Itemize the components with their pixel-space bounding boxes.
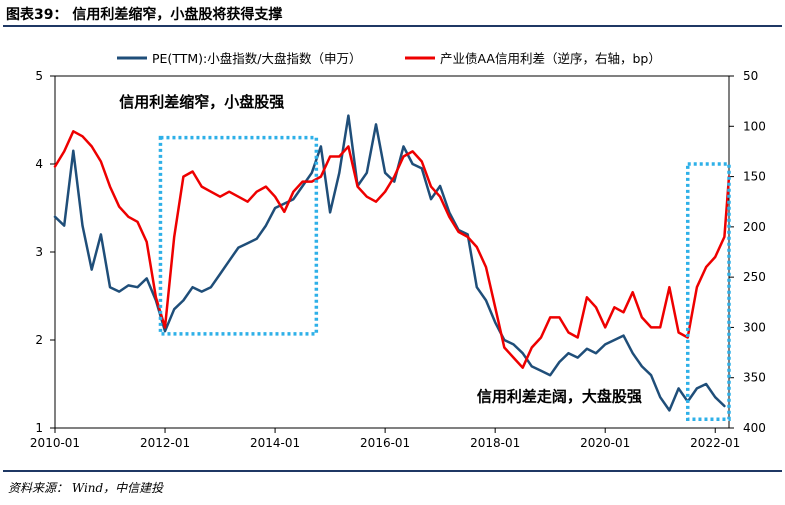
highlight-box-2 bbox=[685, 162, 731, 421]
figure-header: 图表39： 信用利差缩窄，小盘股将获得支撑 bbox=[0, 0, 785, 27]
pe-ratio-line bbox=[53, 114, 726, 412]
footer-rule bbox=[3, 470, 782, 472]
y-right-tick-label: 400 bbox=[743, 421, 766, 435]
highlight-box-1 bbox=[158, 135, 319, 336]
x-tick-label: 2018-01 bbox=[470, 436, 520, 450]
chart: 2010-01 2012-01 2014-01 2016-01 2018-01 2020-… bbox=[30, 51, 766, 450]
y-right-tick-label: 300 bbox=[743, 320, 766, 334]
y-right-tick-label: 200 bbox=[743, 220, 766, 234]
annotation-1: 信用利差缩窄，小盘股强 bbox=[119, 93, 284, 111]
y-left-tick-label: 3 bbox=[35, 245, 43, 259]
figure-title: 图表39： 信用利差缩窄，小盘股将获得支撑 bbox=[6, 7, 283, 23]
plot-frame bbox=[54, 75, 730, 429]
y-left-tick-label: 4 bbox=[35, 157, 43, 171]
y-right-tick-label: 150 bbox=[743, 170, 766, 184]
y-left-tick-label: 5 bbox=[35, 69, 43, 83]
x-tick-label: 2022-01 bbox=[690, 436, 740, 450]
y-right-tick-label: 100 bbox=[743, 119, 766, 133]
credit-spread-line bbox=[53, 130, 731, 369]
y-right-tick-label: 50 bbox=[743, 69, 758, 83]
y-right-tick-label: 250 bbox=[743, 270, 766, 284]
x-tick-label: 2012-01 bbox=[140, 436, 190, 450]
header-rule bbox=[3, 25, 782, 27]
figure-footer: 资料来源： Wind，中信建投 bbox=[0, 470, 785, 505]
x-tick-label: 2020-01 bbox=[580, 436, 630, 450]
y-left-tick-label: 1 bbox=[35, 421, 43, 435]
y-right-tick-label: 350 bbox=[743, 371, 766, 385]
x-tick-label: 2014-01 bbox=[250, 436, 300, 450]
annotation-2: 信用利差走阔，大盘股强 bbox=[477, 388, 642, 406]
legend-label-2: 产业债AA信用利差（逆序，右轴，bp） bbox=[440, 51, 661, 66]
source-note: 资料来源： Wind，中信建投 bbox=[8, 481, 164, 495]
x-tick-label: 2010-01 bbox=[30, 436, 80, 450]
legend-label-1: PE(TTM):小盘指数/大盘指数（申万） bbox=[152, 51, 361, 66]
x-tick-label: 2016-01 bbox=[360, 436, 410, 450]
y-left-tick-label: 2 bbox=[35, 333, 43, 347]
